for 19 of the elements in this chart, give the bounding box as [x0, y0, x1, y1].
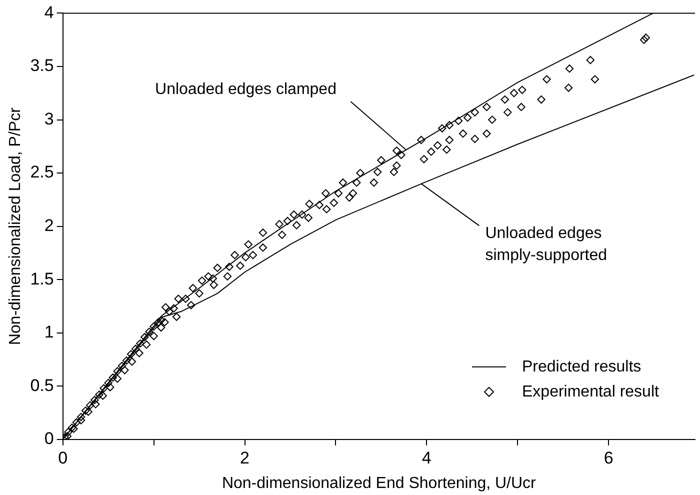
y-tick-label: 2 — [44, 216, 54, 235]
y-tick-label: 2.5 — [30, 162, 54, 182]
y-tick-label: 0 — [44, 429, 54, 448]
y-tick-label: 1.5 — [30, 269, 54, 288]
x-axis-title: Non-dimensionalized End Shortening, U/Ucr — [222, 474, 537, 492]
x-tick-label: 0 — [58, 448, 68, 468]
annotation: Unloaded edges simply-supported — [485, 225, 608, 264]
x-tick-label: 6 — [604, 448, 614, 468]
y-tick-label: 1 — [44, 322, 54, 342]
y-tick-label: 4 — [44, 2, 54, 22]
x-tick-label: 4 — [422, 448, 432, 468]
y-axis-title: Non-dimensionalized Load, P/Pcr — [7, 106, 24, 346]
annotation: Unloaded edges clamped — [155, 80, 336, 98]
legend-label: Predicted results — [522, 358, 642, 376]
y-tick-label: 3 — [44, 109, 54, 128]
x-tick-label: 2 — [240, 448, 250, 468]
legend-label: Experimental result — [522, 383, 660, 400]
y-tick-label: 3.5 — [30, 56, 54, 76]
y-tick-label: 0.5 — [30, 376, 54, 395]
